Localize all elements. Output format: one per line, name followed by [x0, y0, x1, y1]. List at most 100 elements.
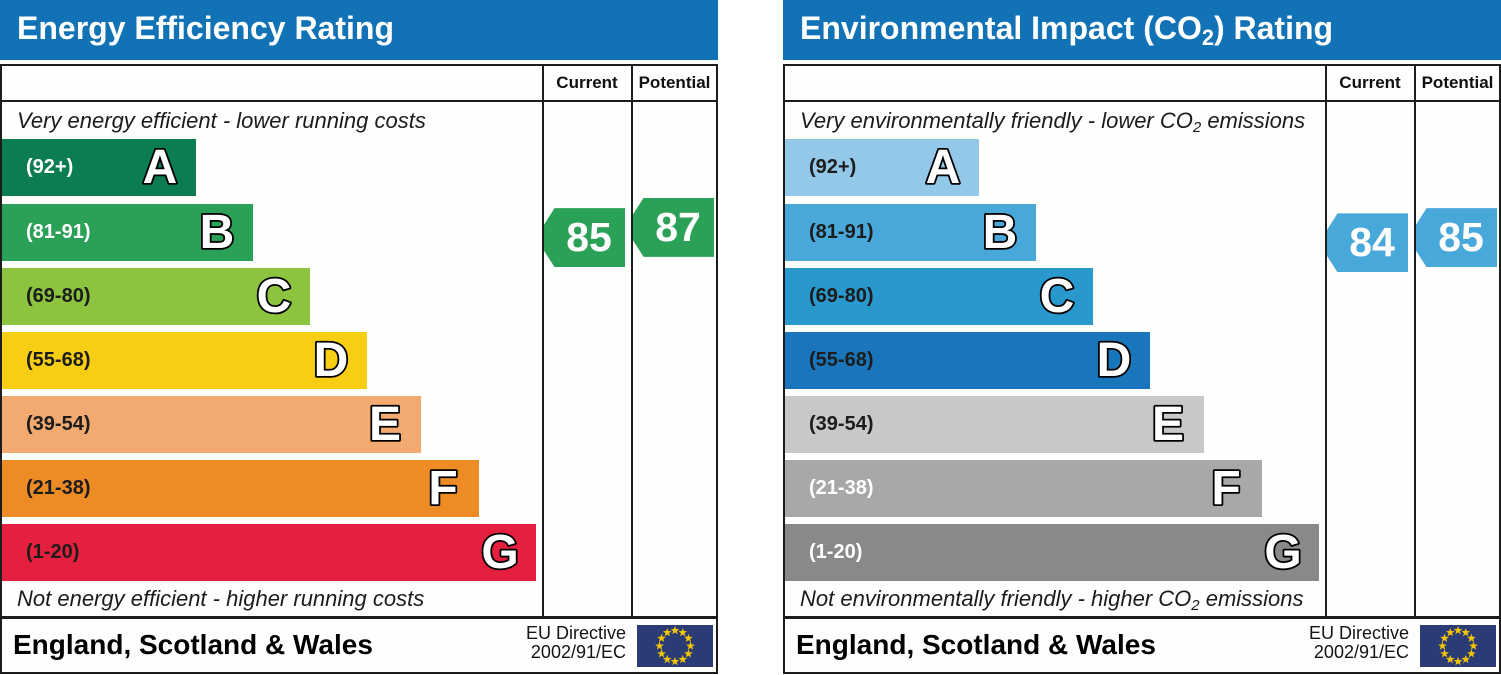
band-letter-e-text: E: [1152, 402, 1184, 446]
potential-column-header: Potential: [1421, 73, 1494, 92]
eu-directive-line2: 2002/91/EC: [530, 642, 626, 662]
band-letter-e-text: E: [369, 402, 401, 446]
footer-divider: [2, 616, 716, 619]
band-letter-c-text: C: [1040, 274, 1075, 318]
band-range-g: (1-20): [809, 541, 863, 563]
band-range-c: (69-80): [809, 285, 874, 307]
band-letter-c: C: [1038, 274, 1076, 318]
band-bar-d: [2, 332, 367, 389]
potential-rating-value: 85: [1438, 214, 1484, 261]
band-row-d: (55-68) D: [2, 332, 542, 389]
environmental-impact-chart: Environmental Impact (CO2) Rating Curren…: [783, 0, 1501, 675]
eu-directive-label: EU Directive 2002/91/EC: [526, 624, 626, 662]
current-rating-arrow: 84: [1327, 213, 1408, 273]
top-note: Very environmentally friendly - lower CO…: [800, 102, 1305, 139]
top-note: Very energy efficient - lower running co…: [17, 102, 426, 139]
band-letter-b: B: [981, 210, 1019, 254]
potential-column-divider: [631, 66, 633, 618]
top-note-text: Very energy efficient - lower running co…: [17, 108, 426, 133]
potential-column-divider: [1414, 66, 1416, 618]
band-bar-b: [2, 204, 253, 261]
band-letter-e: E: [367, 402, 403, 446]
band-row-g: (1-20) G: [2, 524, 542, 581]
band-range-e: (39-54): [809, 413, 874, 435]
band-range-g: (1-20): [26, 541, 80, 563]
bottom-note: Not environmentally friendly - higher CO…: [800, 582, 1304, 615]
title-subscript: 2: [1201, 24, 1214, 50]
top-note-subscript: 2: [1192, 119, 1202, 137]
band-bar-f: [785, 460, 1262, 517]
eu-flag-icon: [637, 625, 713, 667]
band-letter-e: E: [1150, 402, 1186, 446]
band-range-c: (69-80): [26, 285, 91, 307]
band-row-e: (39-54) E: [785, 396, 1325, 453]
band-range-d: (55-68): [26, 349, 91, 371]
band-letter-f-text: F: [428, 466, 457, 510]
band-bar-b: [785, 204, 1036, 261]
band-row-a: (92+) A: [785, 139, 1325, 196]
band-bar-e: [785, 396, 1204, 453]
band-range-a: (92+): [809, 156, 857, 178]
band-bar-e: [2, 396, 421, 453]
title-text-end: ) Rating: [1213, 9, 1334, 46]
bottom-note-subscript: 2: [1191, 597, 1200, 615]
band-bar-a: [785, 139, 979, 196]
band-range-a: (92+): [26, 156, 74, 178]
band-letter-a: A: [141, 145, 179, 189]
potential-column-header: Potential: [638, 73, 711, 92]
footer-region-label: England, Scotland & Wales: [796, 629, 1156, 660]
band-row-f: (21-38) F: [785, 460, 1325, 517]
eu-directive-label: EU Directive 2002/91/EC: [1309, 624, 1409, 662]
energy-title-bar: Energy Efficiency Rating: [0, 0, 718, 60]
band-row-c: (69-80) C: [2, 268, 542, 325]
top-note-text-end: emissions: [1201, 108, 1306, 133]
bottom-note-text-end: emissions: [1199, 586, 1304, 611]
column-header-divider: [785, 100, 1499, 102]
band-bar-a: [2, 139, 196, 196]
band-bar-f: [2, 460, 479, 517]
band-letter-f: F: [427, 466, 460, 510]
band-letter-a-text: A: [143, 145, 178, 189]
column-header-divider: [2, 100, 716, 102]
band-letter-f-text: F: [1211, 466, 1240, 510]
potential-rating-arrow: 87: [633, 197, 714, 257]
current-column-header: Current: [556, 73, 618, 92]
band-letter-a-text: A: [926, 145, 961, 189]
band-bar-c: [785, 268, 1093, 325]
band-letter-a: A: [924, 145, 962, 189]
current-rating-arrow: 85: [544, 208, 625, 268]
band-letter-g: G: [1263, 530, 1304, 574]
eu-directive-line1: EU Directive: [1308, 623, 1409, 643]
eu-flag-stars: [655, 625, 695, 666]
band-letter-d-text: D: [1097, 338, 1132, 382]
band-letter-f: F: [1210, 466, 1243, 510]
band-row-b: (81-91) B: [785, 204, 1325, 261]
band-row-g: (1-20) G: [785, 524, 1325, 581]
band-row-c: (69-80) C: [785, 268, 1325, 325]
band-letter-d: D: [312, 338, 350, 382]
potential-rating-arrow: 85: [1416, 208, 1497, 268]
top-note-text: Very environmentally friendly - lower CO: [800, 108, 1193, 133]
band-letter-b-text: B: [200, 210, 235, 254]
band-row-e: (39-54) E: [2, 396, 542, 453]
band-letter-c: C: [255, 274, 293, 318]
bottom-note-text: Not energy efficient - higher running co…: [17, 586, 425, 611]
title-text: Energy Efficiency Rating: [17, 9, 394, 46]
band-letter-g-text: G: [481, 530, 518, 574]
band-letter-c-text: C: [257, 274, 292, 318]
band-bar-g: [785, 524, 1319, 581]
band-bar-d: [785, 332, 1150, 389]
bottom-note: Not energy efficient - higher running co…: [17, 582, 424, 615]
eu-flag-stars: [1438, 625, 1478, 666]
band-row-b: (81-91) B: [2, 204, 542, 261]
band-letter-d: D: [1095, 338, 1133, 382]
band-range-d: (55-68): [809, 349, 874, 371]
band-range-b: (81-91): [809, 221, 874, 243]
band-range-b: (81-91): [26, 221, 91, 243]
band-letter-d-text: D: [314, 338, 349, 382]
bottom-note-text: Not environmentally friendly - higher CO: [800, 586, 1192, 611]
band-row-a: (92+) A: [2, 139, 542, 196]
eu-flag-icon: [1420, 625, 1496, 667]
current-column-divider: [542, 66, 544, 618]
eu-directive-line2: 2002/91/EC: [1313, 642, 1409, 662]
